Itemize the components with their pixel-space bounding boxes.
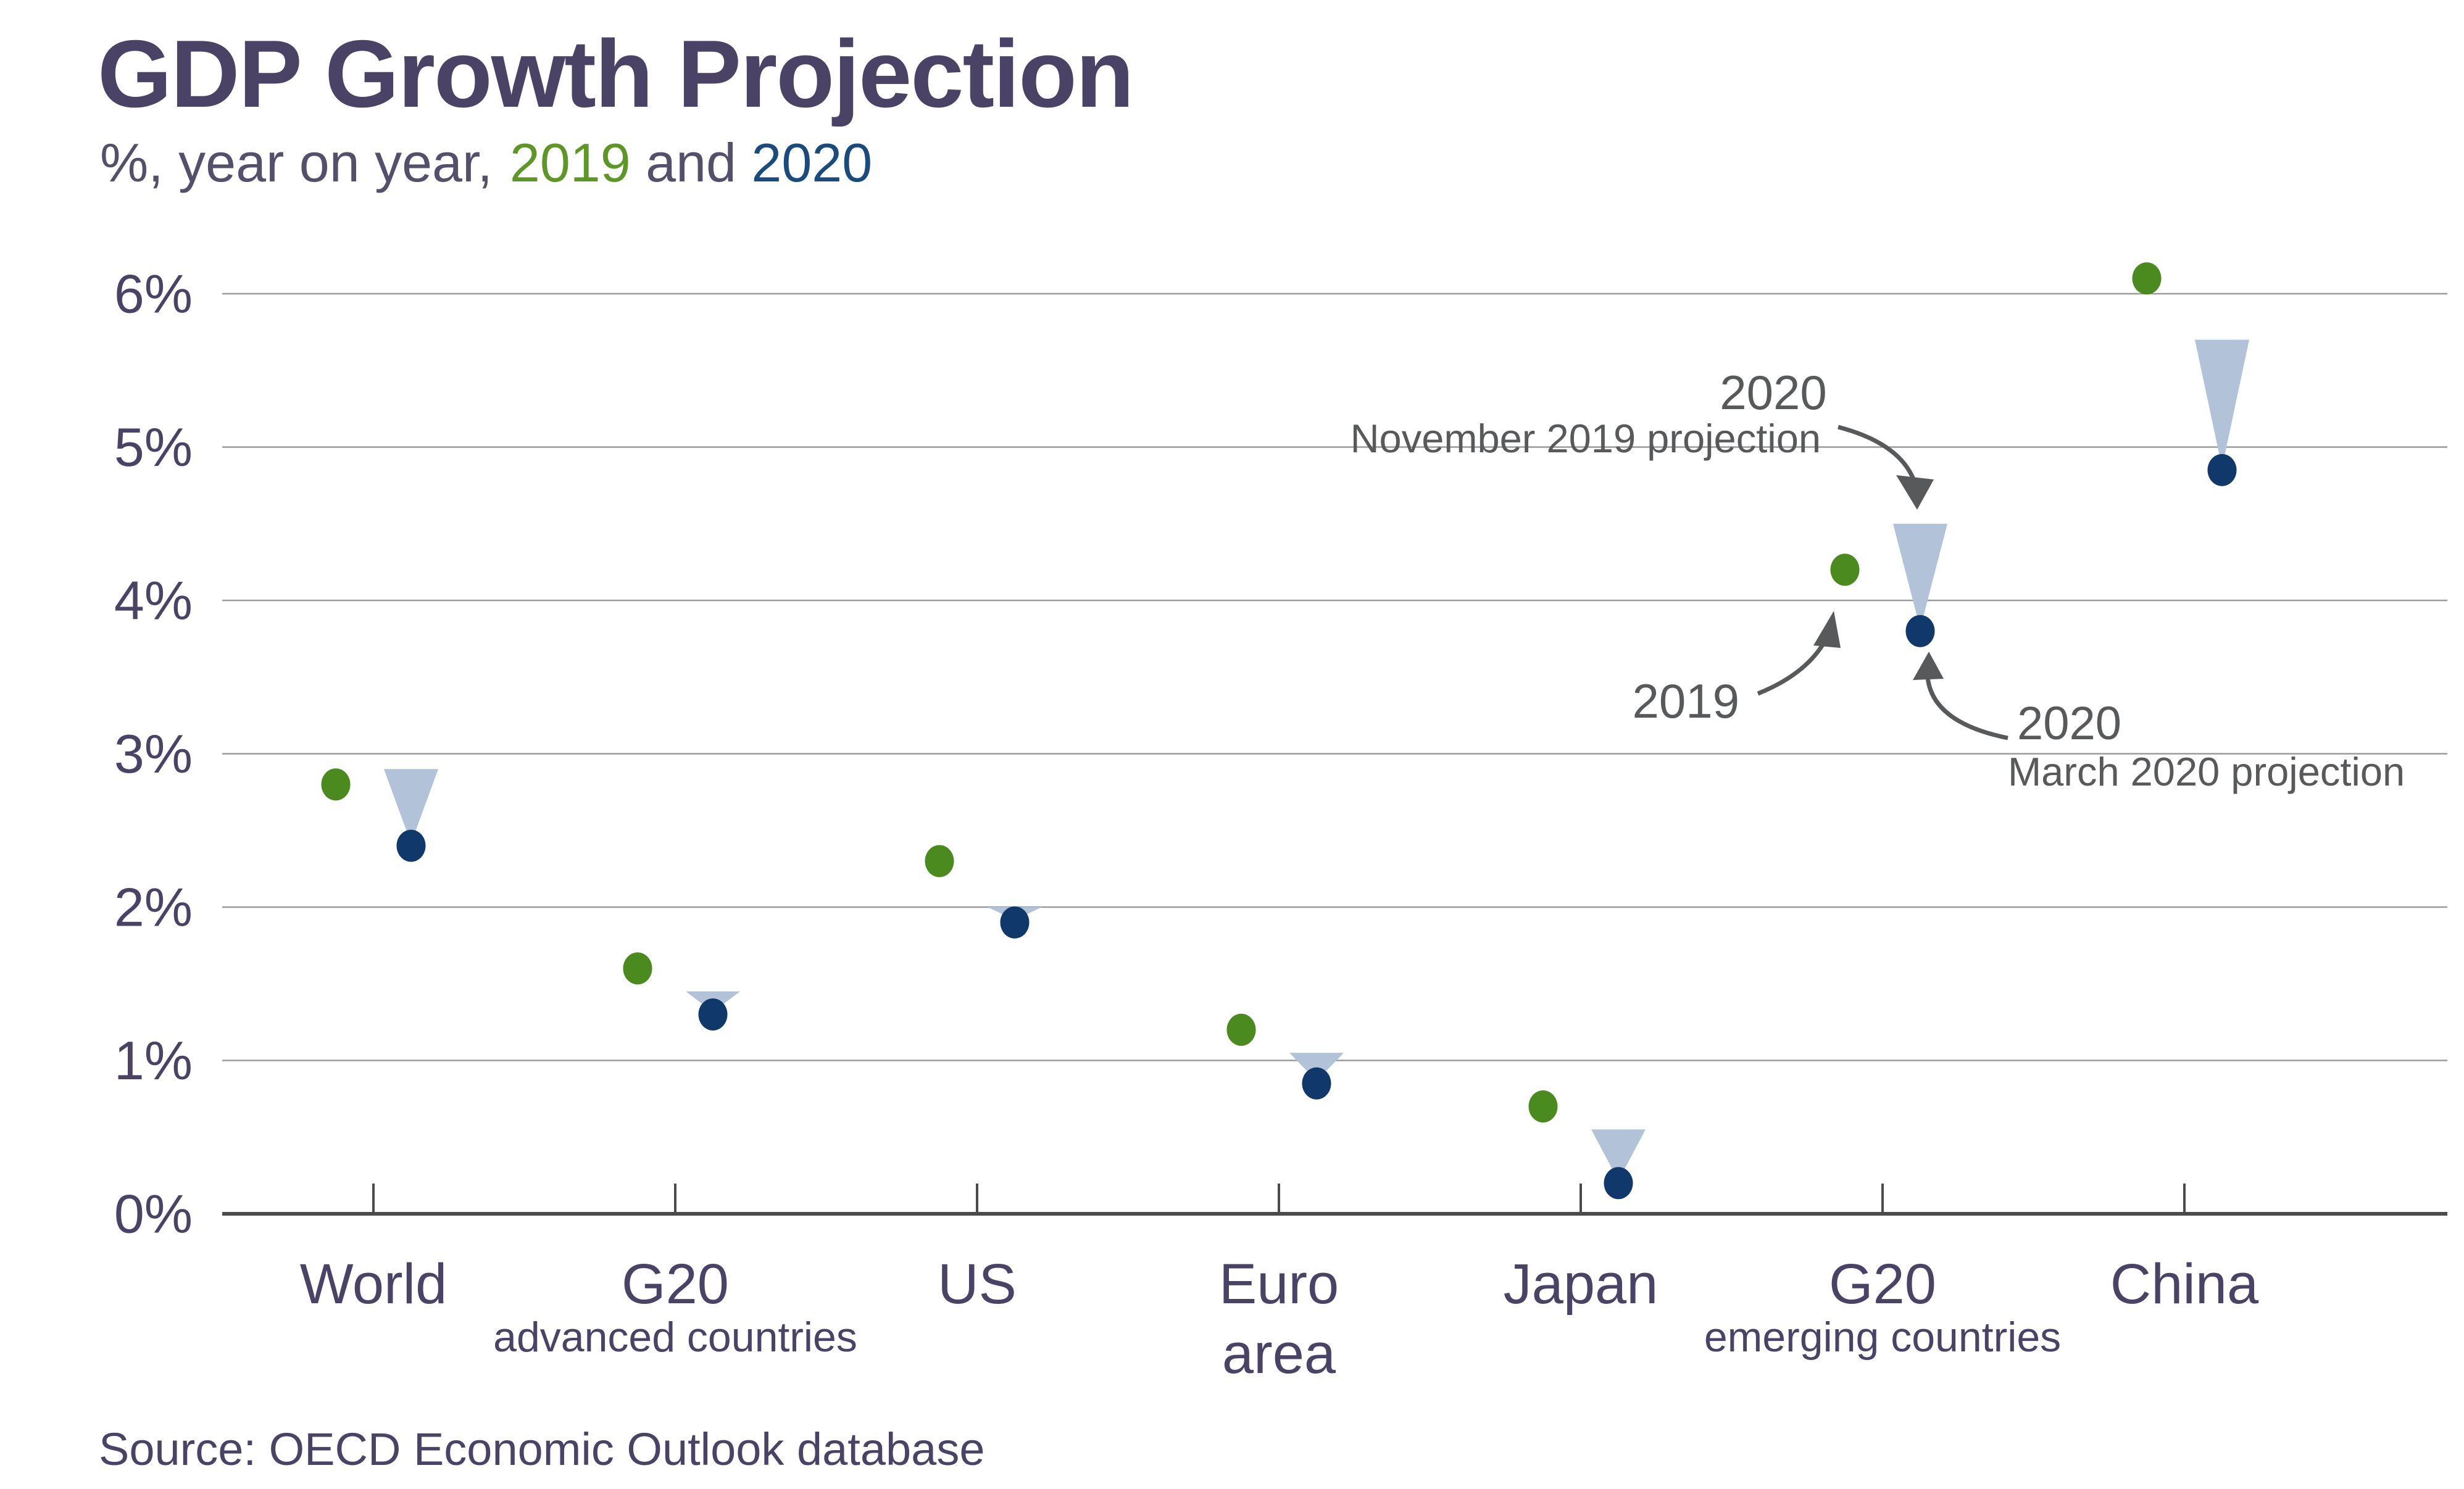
dot-2020-march-projection — [1604, 1167, 1633, 1200]
y-axis-label: 5% — [114, 417, 193, 478]
x-axis-label: World — [300, 1253, 447, 1316]
dot-2019 — [623, 952, 652, 985]
y-axis-label: 2% — [114, 877, 193, 938]
arrow-to-wedge-head — [1896, 475, 1934, 510]
annotation-mar-label: March 2020 projection — [2008, 749, 2405, 794]
dot-2019 — [1528, 1090, 1558, 1123]
dot-2020-march-projection — [1302, 1067, 1331, 1100]
wedge-november-2019-projection — [1591, 1129, 1646, 1181]
arrow-to-green-dot-head — [1813, 611, 1841, 648]
arrow-to-blue-dot-head — [1913, 652, 1944, 680]
x-axis-label: US — [938, 1253, 1017, 1316]
page-title: GDP Growth Projection — [98, 20, 1134, 127]
x-axis-label: G20 — [622, 1253, 729, 1316]
y-axis-label: 0% — [114, 1184, 193, 1245]
dot-2019 — [925, 845, 954, 877]
x-axis-label: China — [2110, 1253, 2259, 1316]
dot-2019 — [1226, 1013, 1256, 1046]
wedge-november-2019-projection — [1893, 523, 1947, 629]
dot-2020-march-projection — [1905, 615, 1935, 647]
x-axis-label-line2: area — [1222, 1322, 1336, 1385]
annotation-mar-year: 2020 — [2017, 697, 2121, 750]
source-note: Source: OECD Economic Outlook database — [99, 1424, 985, 1475]
dot-2020-march-projection — [1000, 906, 1030, 939]
subtitle-year-2020: 2020 — [751, 132, 873, 193]
x-axis-label: Japan — [1504, 1253, 1659, 1316]
annotation-nov-year: 2020 — [1720, 365, 1827, 420]
subtitle-and: and — [630, 132, 752, 193]
arrow-to-wedge — [1838, 425, 1918, 487]
y-axis-label: 3% — [114, 723, 193, 784]
dot-2020-march-projection — [698, 998, 728, 1031]
subtitle-prefix: %, year on year, — [100, 132, 493, 193]
wedge-november-2019-projection — [1289, 1053, 1344, 1081]
x-axis-label: G20 — [1829, 1253, 1936, 1316]
dot-2020-march-projection — [396, 829, 426, 862]
dot-2019 — [321, 768, 351, 801]
x-axis-label: Euro — [1219, 1253, 1339, 1316]
annotation-nov-label: November 2019 projection — [1351, 416, 1821, 461]
x-axis-sublabel: emerging countries — [1704, 1314, 2061, 1361]
subtitle-year-2019: 2019 — [509, 132, 631, 193]
y-axis-label: 1% — [114, 1030, 193, 1091]
annotation-y2019: 2019 — [1632, 674, 1739, 728]
x-axis-sublabel: advanced countries — [493, 1314, 857, 1361]
wedge-november-2019-projection — [384, 769, 438, 844]
chart-subtitle: %, year on year, 2019 and 2020 — [100, 136, 872, 190]
arrow-to-green-dot — [1757, 641, 1827, 696]
dot-2019 — [2132, 262, 2162, 295]
y-axis-label: 6% — [114, 263, 193, 325]
wedge-november-2019-projection — [2195, 339, 2249, 468]
y-axis-label: 4% — [114, 570, 193, 631]
dot-2019 — [1830, 554, 1860, 586]
dot-2020-march-projection — [2207, 454, 2237, 486]
